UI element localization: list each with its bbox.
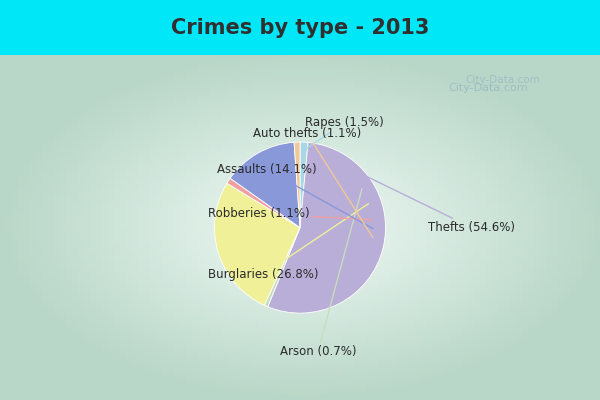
Text: Thefts (54.6%): Thefts (54.6%) bbox=[339, 163, 515, 234]
Text: Auto thefts (1.1%): Auto thefts (1.1%) bbox=[253, 127, 373, 238]
Wedge shape bbox=[264, 228, 300, 307]
Wedge shape bbox=[230, 142, 300, 228]
Wedge shape bbox=[294, 142, 300, 228]
Text: Robberies (1.1%): Robberies (1.1%) bbox=[208, 207, 372, 220]
Text: Crimes by type - 2013: Crimes by type - 2013 bbox=[171, 18, 429, 38]
Wedge shape bbox=[214, 183, 300, 305]
Wedge shape bbox=[300, 142, 308, 228]
Text: Arson (0.7%): Arson (0.7%) bbox=[280, 189, 362, 358]
Text: City-Data.com: City-Data.com bbox=[448, 83, 528, 93]
Wedge shape bbox=[268, 142, 386, 313]
Text: Assaults (14.1%): Assaults (14.1%) bbox=[217, 163, 373, 228]
Wedge shape bbox=[227, 178, 300, 228]
Text: City-Data.com: City-Data.com bbox=[465, 75, 540, 85]
Text: Rapes (1.5%): Rapes (1.5%) bbox=[303, 116, 383, 151]
Text: Burglaries (26.8%): Burglaries (26.8%) bbox=[208, 204, 368, 281]
